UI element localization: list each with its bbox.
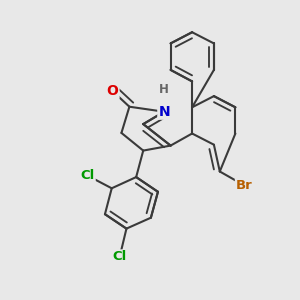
Text: O: O — [107, 84, 118, 98]
Text: Cl: Cl — [80, 169, 95, 182]
Text: Cl: Cl — [112, 250, 127, 263]
Text: H: H — [159, 83, 169, 96]
Text: N: N — [158, 105, 170, 119]
Text: Br: Br — [236, 179, 253, 192]
